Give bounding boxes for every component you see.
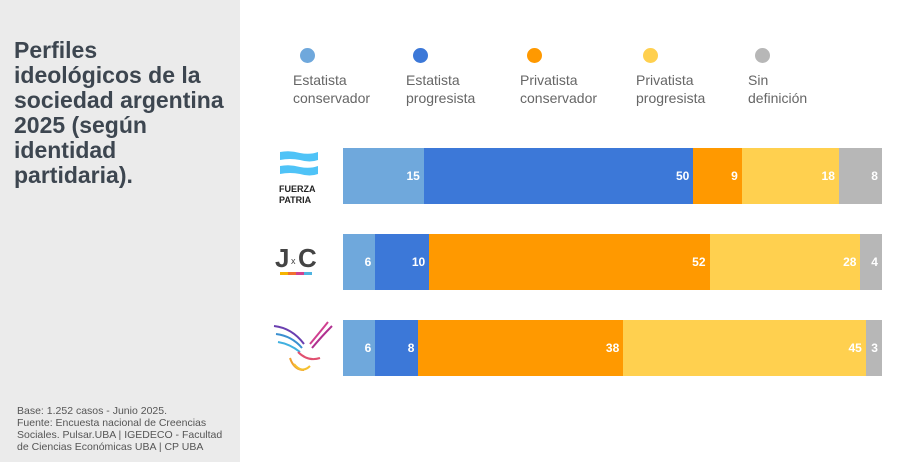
bar-segment (693, 148, 742, 204)
bar-segment (709, 234, 861, 290)
data-label: 18 (821, 169, 835, 183)
data-label: 15 (406, 169, 420, 183)
fuerza-patria-logo: FUERZA PATRIA (272, 150, 322, 213)
legend-swatch (300, 48, 315, 63)
legend-label: Estatista progresista (406, 72, 476, 106)
data-label: 10 (411, 255, 426, 269)
legend-swatch (413, 48, 428, 63)
bar-segment (623, 320, 866, 376)
bar-segment (375, 234, 430, 290)
bar-row: 6 8 38 45 3 (343, 320, 882, 376)
legend-label: Estatista conservador (293, 72, 371, 106)
data-label: 52 (692, 255, 706, 269)
bar-segment (343, 320, 376, 376)
sidebar-panel: Perfiles ideológicos de la sociedad arge… (0, 0, 240, 462)
bar-segment (418, 320, 624, 376)
data-label: 28 (843, 255, 857, 269)
legend-swatch (755, 48, 770, 63)
bar-segment (423, 148, 694, 204)
data-label: 38 (605, 341, 620, 355)
legend-swatch (643, 48, 658, 63)
bar-segment (838, 148, 882, 204)
bar-segment (865, 320, 882, 376)
bar-segment (860, 234, 882, 290)
data-label: 50 (675, 169, 690, 183)
jxc-logo: J x C (272, 242, 322, 287)
svg-text:x: x (291, 256, 296, 266)
data-label: 6 (364, 341, 372, 355)
svg-text:PATRIA: PATRIA (279, 195, 312, 205)
data-label: 45 (848, 341, 862, 355)
bar-segment (741, 148, 839, 204)
bar-segment (375, 320, 419, 376)
legend-item: Sin definición (748, 48, 868, 107)
legend-label: Privatista conservador (520, 72, 598, 106)
source-note: Base: 1.252 casos - Junio 2025. Fuente: … (17, 405, 227, 453)
legend-label: Privatista progresista (636, 72, 706, 106)
bar-segment (343, 148, 424, 204)
source-text: Fuente: Encuesta nacional de Creencias S… (17, 417, 223, 453)
base-text: Base: 1.252 casos - Junio 2025. (17, 405, 168, 417)
svg-text:C: C (298, 243, 317, 273)
legend-item: Privatista progresista (636, 48, 756, 107)
data-label: 8 (871, 169, 878, 183)
lla-eagle-logo (272, 318, 334, 381)
legend-label: Sin definición (748, 72, 808, 106)
data-label: 6 (364, 255, 372, 269)
chart-title: Perfiles ideológicos de la sociedad arge… (14, 37, 224, 188)
legend-item: Estatista progresista (406, 48, 526, 107)
bar-segment (429, 234, 710, 290)
legend-swatch (527, 48, 542, 63)
data-label: 9 (731, 169, 738, 183)
bar-row: 15 50 9 18 8 (343, 148, 882, 204)
svg-text:J: J (275, 243, 289, 273)
data-label: 3 (871, 341, 878, 355)
data-label: 8 (407, 341, 415, 355)
legend-item: Privatista conservador (520, 48, 640, 107)
data-label: 4 (871, 255, 878, 269)
bar-row: 6 10 52 28 4 (343, 234, 882, 290)
svg-text:FUERZA: FUERZA (279, 184, 316, 194)
bar-segment (343, 234, 376, 290)
legend-item: Estatista conservador (293, 48, 413, 107)
